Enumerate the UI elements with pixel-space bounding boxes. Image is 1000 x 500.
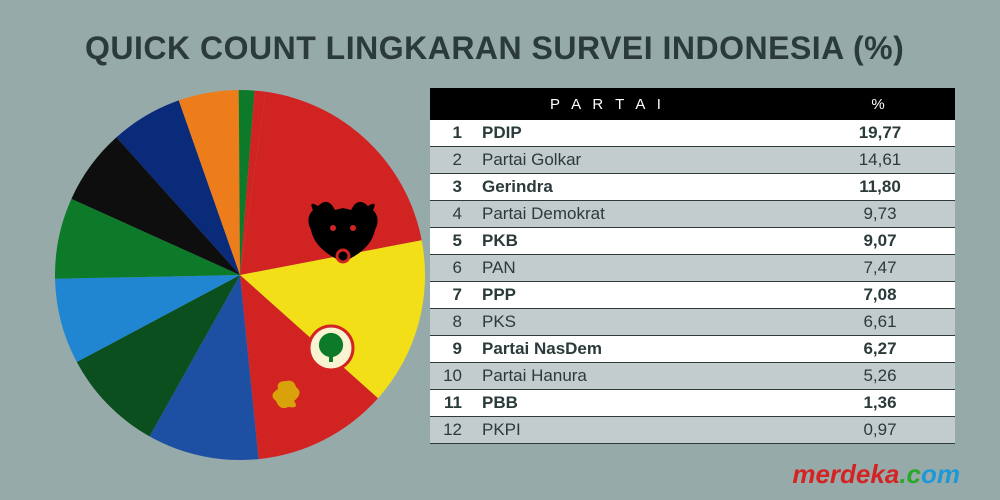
table-row: 1PDIP19,77 — [430, 120, 955, 147]
table-row: 8PKS6,61 — [430, 309, 955, 336]
row-name: PPP — [482, 285, 805, 305]
table-row: 3Gerindra11,80 — [430, 174, 955, 201]
table-row: 9Partai NasDem6,27 — [430, 336, 955, 363]
row-rank: 9 — [430, 339, 482, 359]
row-name: PBB — [482, 393, 805, 413]
header-percent: % — [805, 96, 955, 113]
row-name: Partai Hanura — [482, 366, 805, 386]
row-rank: 4 — [430, 204, 482, 224]
table-row: 6PAN7,47 — [430, 255, 955, 282]
row-name: Partai Demokrat — [482, 204, 805, 224]
row-rank: 10 — [430, 366, 482, 386]
table-header: P A R T A I % — [430, 88, 955, 120]
row-name: PDIP — [482, 123, 805, 143]
pie-chart — [55, 90, 425, 460]
table-row: 5PKB9,07 — [430, 228, 955, 255]
row-rank: 5 — [430, 231, 482, 251]
row-percent: 0,97 — [805, 420, 955, 440]
table-row: 2Partai Golkar14,61 — [430, 147, 955, 174]
row-percent: 6,27 — [805, 339, 955, 359]
row-percent: 1,36 — [805, 393, 955, 413]
table-row: 11PBB1,36 — [430, 390, 955, 417]
row-percent: 14,61 — [805, 150, 955, 170]
chart-title: QUICK COUNT LINGKARAN SURVEI INDONESIA (… — [85, 30, 950, 67]
row-percent: 7,47 — [805, 258, 955, 278]
row-rank: 6 — [430, 258, 482, 278]
row-rank: 11 — [430, 393, 482, 413]
row-rank: 2 — [430, 150, 482, 170]
row-percent: 19,77 — [805, 123, 955, 143]
brand-part3: om — [921, 459, 960, 489]
row-name: PKPI — [482, 420, 805, 440]
brand-part1: merdeka — [792, 459, 899, 489]
row-rank: 3 — [430, 177, 482, 197]
header-partai: P A R T A I — [430, 96, 805, 113]
row-percent: 6,61 — [805, 312, 955, 332]
row-percent: 9,07 — [805, 231, 955, 251]
row-name: Partai NasDem — [482, 339, 805, 359]
row-rank: 12 — [430, 420, 482, 440]
row-percent: 7,08 — [805, 285, 955, 305]
golkar-tree-icon — [309, 326, 353, 370]
brand-part2: .c — [899, 459, 921, 489]
row-percent: 11,80 — [805, 177, 955, 197]
row-percent: 9,73 — [805, 204, 955, 224]
row-percent: 5,26 — [805, 366, 955, 386]
row-name: Partai Golkar — [482, 150, 805, 170]
table-row: 10Partai Hanura5,26 — [430, 363, 955, 390]
row-rank: 1 — [430, 123, 482, 143]
results-table: P A R T A I % 1PDIP19,772Partai Golkar14… — [430, 88, 955, 444]
table-row: 4Partai Demokrat9,73 — [430, 201, 955, 228]
table-row: 7PPP7,08 — [430, 282, 955, 309]
row-name: PAN — [482, 258, 805, 278]
pie-svg — [55, 90, 425, 460]
row-rank: 7 — [430, 285, 482, 305]
row-name: Gerindra — [482, 177, 805, 197]
brand-logo: merdeka.com — [792, 459, 960, 490]
table-row: 12PKPI0,97 — [430, 417, 955, 444]
row-rank: 8 — [430, 312, 482, 332]
row-name: PKS — [482, 312, 805, 332]
row-name: PKB — [482, 231, 805, 251]
